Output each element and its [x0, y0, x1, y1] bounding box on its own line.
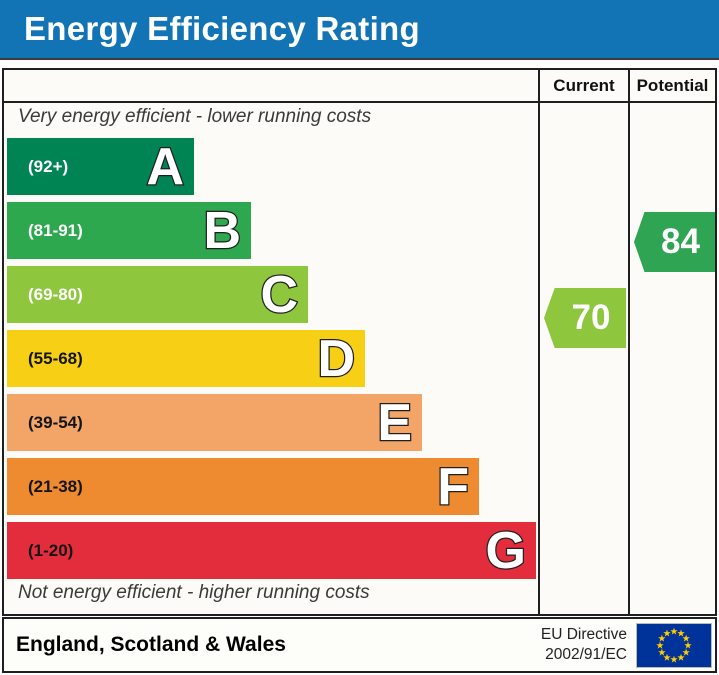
band-letter: C: [259, 265, 299, 324]
band-bar-f: (21-38) F: [7, 458, 479, 515]
band-row-b: (81-91) B: [7, 202, 251, 259]
band-range-label: (39-54): [28, 412, 83, 432]
current-arrow-shape: [544, 288, 626, 348]
eu-flag-icon: [636, 622, 712, 668]
potential-arrow-shape: [634, 212, 715, 272]
band-bar-g: (1-20) G: [7, 522, 536, 579]
band-bar-c: (69-80) C: [7, 266, 308, 323]
top-note: Very energy efficient - lower running co…: [18, 106, 372, 127]
band-letter: D: [316, 329, 356, 388]
band-bar-e: (39-54) E: [7, 394, 422, 451]
band-row-e: (39-54) E: [7, 394, 422, 451]
header-divider: [4, 101, 715, 103]
band-range-label: (55-68): [28, 348, 83, 368]
band-row-d: (55-68) D: [7, 330, 365, 387]
band-letter: A: [145, 137, 185, 196]
potential-column-header: Potential: [636, 75, 709, 95]
footer-bar: England, Scotland & Wales EU Directive 2…: [2, 617, 717, 673]
band-range-label: (21-38): [28, 476, 83, 496]
band-letter: G: [484, 521, 527, 580]
region-label: England, Scotland & Wales: [16, 633, 286, 656]
current-column-header: Current: [553, 75, 615, 95]
rating-table: Current Potential Very energy efficient …: [2, 68, 717, 616]
eu-directive-label: EU Directive 2002/91/EC: [541, 625, 627, 665]
band-row-g: (1-20) G: [7, 522, 536, 579]
band-row-a: (92+) A: [7, 138, 194, 195]
band-bar-b: (81-91) B: [7, 202, 251, 259]
current-rating-arrow: 70: [544, 288, 626, 348]
band-range-label: (69-80): [28, 284, 83, 304]
title-bar: Energy Efficiency Rating: [0, 0, 719, 60]
band-bar-a: (92+) A: [7, 138, 194, 195]
band-letter: E: [376, 393, 413, 452]
band-row-f: (21-38) F: [7, 458, 479, 515]
potential-rating-value: 84: [661, 222, 700, 261]
current-rating-value: 70: [571, 298, 611, 337]
potential-column-divider: [628, 70, 630, 614]
bottom-note: Not energy efficient - higher running co…: [18, 582, 370, 603]
band-bar-d: (55-68) D: [7, 330, 365, 387]
band-letter: B: [202, 201, 242, 260]
current-column-divider: [538, 70, 540, 614]
eu-directive-line1: EU Directive: [540, 625, 627, 643]
band-range-label: (92+): [28, 156, 69, 176]
eu-directive-line2: 2002/91/EC: [545, 646, 627, 663]
band-range-label: (1-20): [28, 540, 74, 560]
band-letter: F: [436, 457, 470, 516]
band-range-label: (81-91): [28, 220, 83, 240]
potential-rating-arrow: 84: [634, 212, 715, 272]
page-title: Energy Efficiency Rating: [24, 10, 420, 47]
band-row-c: (69-80) C: [7, 266, 308, 323]
